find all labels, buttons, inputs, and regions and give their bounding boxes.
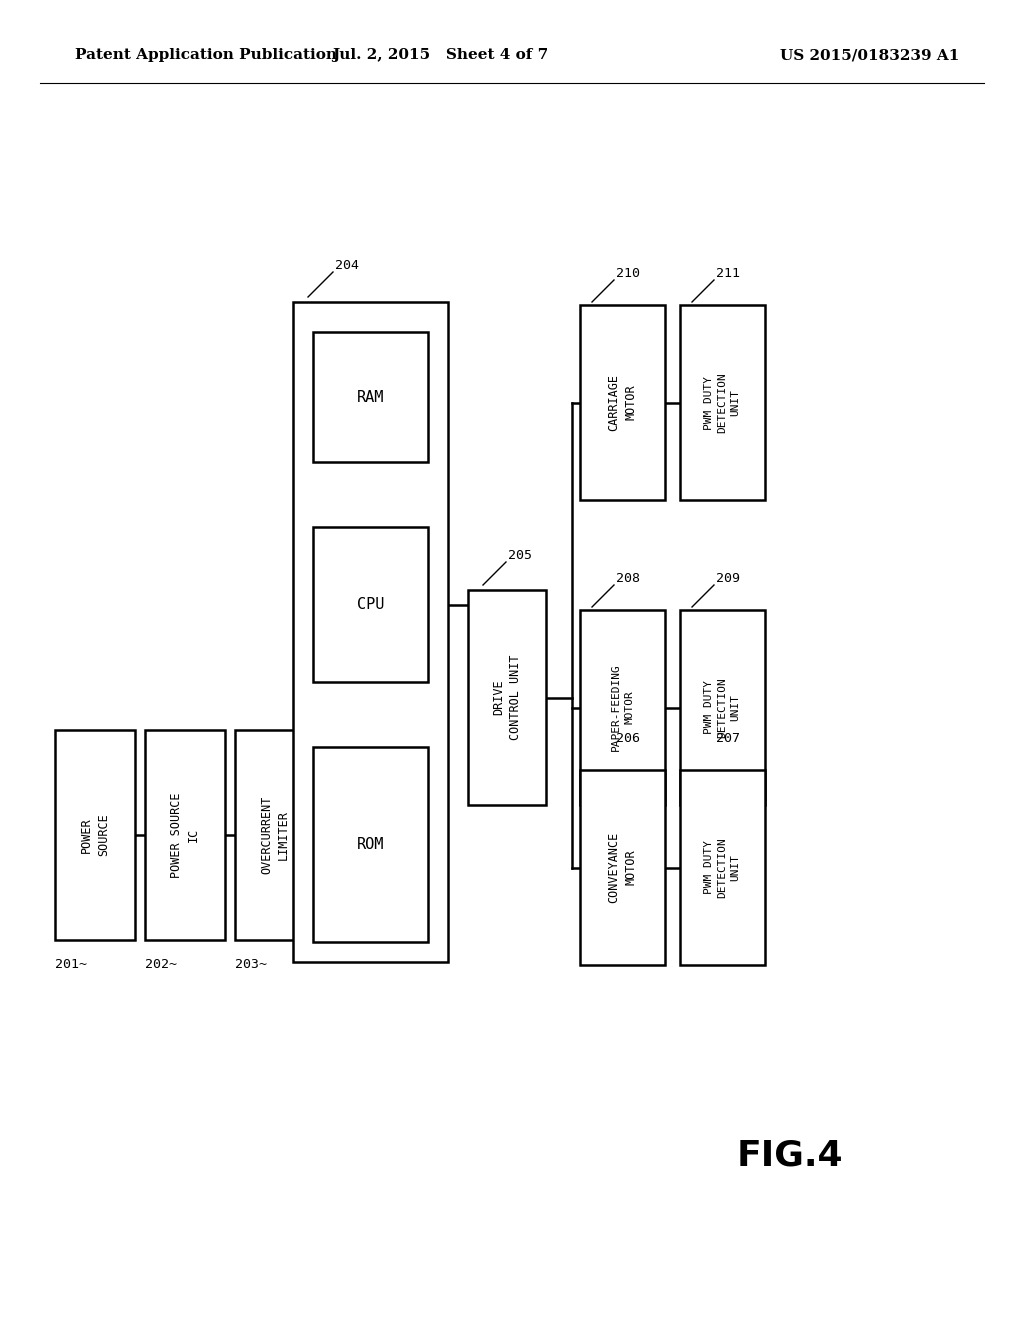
Bar <box>234 730 315 940</box>
Text: 208: 208 <box>616 572 640 585</box>
Bar <box>313 333 428 462</box>
Bar <box>313 527 428 682</box>
Text: Patent Application Publication: Patent Application Publication <box>75 49 337 62</box>
Text: ROM: ROM <box>356 837 384 851</box>
Text: PWM DUTY
DETECTION
UNIT: PWM DUTY DETECTION UNIT <box>705 837 740 898</box>
Text: PWM DUTY
DETECTION
UNIT: PWM DUTY DETECTION UNIT <box>705 372 740 433</box>
Text: 202~: 202~ <box>145 958 177 972</box>
Bar <box>680 610 765 805</box>
Text: CARRIAGE
MOTOR: CARRIAGE MOTOR <box>607 374 638 432</box>
Text: PAPER-FEEDING
MOTOR: PAPER-FEEDING MOTOR <box>611 664 634 751</box>
Text: US 2015/0183239 A1: US 2015/0183239 A1 <box>780 49 959 62</box>
Text: 203~: 203~ <box>234 958 267 972</box>
Text: 210: 210 <box>616 267 640 280</box>
Text: 201~: 201~ <box>55 958 87 972</box>
Text: POWER
SOURCE: POWER SOURCE <box>80 813 110 857</box>
Text: PWM DUTY
DETECTION
UNIT: PWM DUTY DETECTION UNIT <box>705 677 740 738</box>
Text: 206: 206 <box>616 733 640 744</box>
Text: FIG.4: FIG.4 <box>736 1138 844 1172</box>
Text: 207: 207 <box>716 733 740 744</box>
Bar <box>313 747 428 942</box>
Text: Jul. 2, 2015   Sheet 4 of 7: Jul. 2, 2015 Sheet 4 of 7 <box>332 49 548 62</box>
Text: OVERCURRENT
LIMITER: OVERCURRENT LIMITER <box>260 796 290 874</box>
Text: RAM: RAM <box>356 389 384 404</box>
Text: 209: 209 <box>716 572 740 585</box>
Bar <box>293 302 449 962</box>
Bar <box>580 305 665 500</box>
Bar <box>145 730 225 940</box>
Bar <box>580 610 665 805</box>
Text: 204: 204 <box>335 259 359 272</box>
Bar <box>55 730 135 940</box>
Bar <box>580 770 665 965</box>
Text: 205: 205 <box>508 549 532 562</box>
Text: CPU: CPU <box>356 597 384 612</box>
Bar <box>680 770 765 965</box>
Text: DRIVE
CONTROL UNIT: DRIVE CONTROL UNIT <box>492 655 522 741</box>
Text: CONVEYANCE
MOTOR: CONVEYANCE MOTOR <box>607 832 638 903</box>
Text: 211: 211 <box>716 267 740 280</box>
Bar <box>468 590 546 805</box>
Text: POWER SOURCE
IC: POWER SOURCE IC <box>170 792 200 878</box>
Bar <box>680 305 765 500</box>
